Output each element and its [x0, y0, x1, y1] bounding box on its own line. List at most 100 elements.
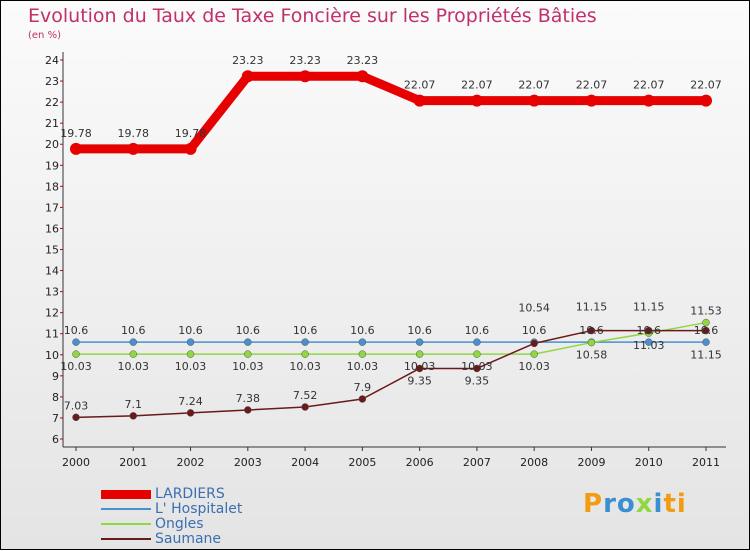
data-point [244, 338, 252, 346]
x-tick-label: 2011 [692, 456, 720, 469]
data-point [184, 142, 197, 155]
data-label: 10.54 [518, 301, 550, 314]
data-label: 11.15 [690, 349, 722, 362]
data-label: 11.53 [690, 305, 722, 318]
data-label: 19.78 [175, 127, 207, 140]
y-tick-label: 14 [45, 265, 59, 278]
x-tick-label: 2005 [348, 456, 376, 469]
y-tick-label: 10 [45, 349, 59, 362]
series-line-0 [76, 71, 706, 154]
y-tick-label: 12 [45, 307, 59, 320]
y-tick-label: 13 [45, 286, 59, 299]
y-tick-label: 8 [52, 391, 59, 404]
data-point [587, 326, 596, 335]
data-label: 7.38 [236, 392, 261, 405]
data-label: 23.23 [289, 54, 321, 67]
data-point [186, 350, 195, 358]
data-point [129, 350, 138, 358]
y-tick-label: 11 [45, 328, 59, 341]
data-label: 10.03 [175, 360, 207, 373]
data-label: 10.03 [461, 360, 493, 373]
data-point [358, 395, 367, 403]
y-tick-label: 21 [45, 117, 59, 130]
x-tick-label: 2006 [406, 456, 434, 469]
data-point [415, 350, 424, 358]
y-tick-label: 17 [45, 201, 59, 214]
data-label: 7.9 [354, 381, 372, 394]
legend-swatch [101, 523, 151, 525]
x-tick-label: 2009 [577, 456, 605, 469]
data-label: 22.07 [576, 79, 608, 92]
x-tick-label: 2001 [119, 456, 147, 469]
data-label: 10.03 [518, 360, 550, 373]
data-label: 22.07 [518, 79, 550, 92]
y-tick-label: 9 [52, 370, 59, 383]
y-tick-label: 18 [45, 180, 59, 193]
data-point [702, 326, 710, 335]
x-tick-label: 2008 [520, 456, 548, 469]
data-point [530, 350, 538, 358]
data-label: 10.6 [522, 324, 547, 337]
data-label: 10.6 [636, 324, 661, 337]
data-point [241, 70, 254, 83]
data-label: 10.6 [293, 324, 318, 337]
data-label: 22.07 [633, 79, 665, 92]
data-label: 10.6 [121, 324, 146, 337]
data-label: 10.6 [236, 324, 261, 337]
data-label: 22.07 [404, 79, 436, 92]
data-label: 10.6 [465, 324, 490, 337]
data-point [358, 338, 367, 346]
data-label: 10.03 [232, 360, 264, 373]
data-label: 22.07 [461, 79, 493, 92]
data-label: 10.6 [64, 324, 89, 337]
legend-item: Ongles [101, 517, 204, 532]
data-point [129, 412, 138, 420]
x-tick-label: 2007 [463, 456, 491, 469]
data-point [127, 142, 140, 155]
x-tick-label: 2002 [177, 456, 205, 469]
data-label: 10.6 [178, 324, 203, 337]
data-point [587, 338, 596, 347]
data-label: 10.6 [350, 324, 375, 337]
data-label: 9.35 [407, 374, 432, 387]
x-tick-label: 2010 [635, 456, 663, 469]
data-point [244, 406, 252, 414]
data-point [473, 338, 481, 346]
data-label: 9.35 [465, 374, 490, 387]
data-label: 23.23 [347, 54, 379, 67]
data-label: 10.03 [289, 360, 321, 373]
y-tick-label: 19 [45, 159, 59, 172]
data-label: 11.03 [633, 339, 665, 352]
data-point [72, 338, 80, 346]
y-tick-label: 22 [45, 96, 59, 109]
legend-item: Saumane [101, 532, 221, 547]
series-line-2 [76, 321, 707, 355]
data-point [530, 339, 538, 348]
legend-swatch [101, 538, 151, 540]
y-tick-label: 24 [45, 54, 59, 67]
data-point [186, 338, 195, 346]
data-point [702, 318, 710, 327]
legend-swatch [101, 508, 151, 510]
y-tick-label: 6 [52, 433, 59, 446]
data-point [72, 413, 80, 422]
x-tick-label: 2004 [291, 456, 319, 469]
data-label: 7.24 [178, 395, 203, 408]
data-label: 19.78 [60, 127, 92, 140]
legend-label: Ongles [155, 516, 204, 532]
x-tick-label: 2000 [62, 456, 90, 469]
data-point [415, 364, 424, 373]
data-point [129, 338, 138, 346]
chart-subtitle: (en %) [28, 30, 61, 41]
y-tick-label: 20 [45, 138, 59, 151]
series-line-3 [75, 329, 706, 419]
legend-label: L' Hospitalet [155, 501, 243, 517]
x-tick-label: 2003 [234, 456, 262, 469]
data-point [473, 350, 481, 358]
data-point [301, 350, 309, 358]
data-label: 10.6 [407, 324, 432, 337]
data-label: 7.52 [293, 389, 318, 402]
data-point [415, 338, 424, 346]
data-label: 22.07 [690, 79, 722, 92]
